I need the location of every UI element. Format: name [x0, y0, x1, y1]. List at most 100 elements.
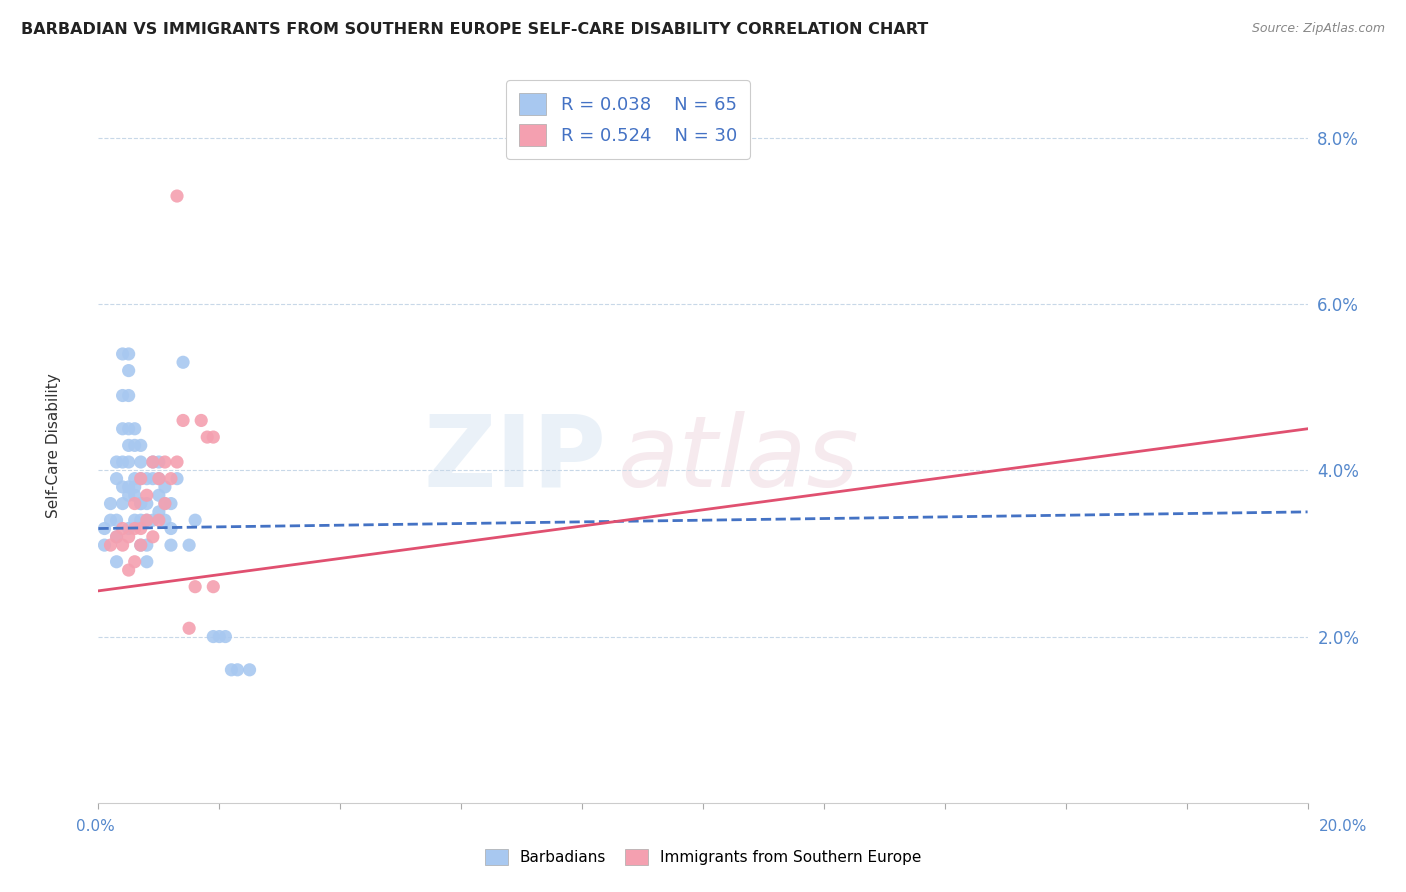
Point: [202, 430, 225, 444]
Point: [184, 580, 207, 594]
Point: [105, 530, 128, 544]
Point: [142, 472, 165, 486]
Point: [226, 663, 249, 677]
Point: [148, 472, 170, 486]
Point: [118, 363, 141, 377]
Point: [105, 455, 128, 469]
Point: [135, 513, 157, 527]
Point: [190, 413, 212, 427]
Point: [124, 521, 146, 535]
Point: [118, 347, 141, 361]
Point: [179, 621, 201, 635]
Point: [118, 422, 141, 436]
Point: [118, 563, 141, 577]
Point: [100, 513, 122, 527]
Point: [135, 555, 157, 569]
Point: [118, 488, 141, 502]
Text: ZIP: ZIP: [423, 410, 606, 508]
Point: [118, 455, 141, 469]
Point: [124, 497, 146, 511]
Point: [135, 513, 157, 527]
Point: [208, 630, 231, 644]
Point: [111, 480, 134, 494]
Text: Self-Care Disability: Self-Care Disability: [46, 374, 60, 518]
Point: [129, 521, 152, 535]
Point: [129, 513, 152, 527]
Point: [118, 530, 141, 544]
Point: [179, 538, 201, 552]
Point: [160, 472, 183, 486]
Point: [153, 497, 176, 511]
Point: [129, 472, 152, 486]
Point: [111, 388, 134, 402]
Point: [153, 480, 176, 494]
Text: 20.0%: 20.0%: [1319, 820, 1367, 834]
Legend: Barbadians, Immigrants from Southern Europe: Barbadians, Immigrants from Southern Eur…: [478, 843, 928, 871]
Point: [239, 663, 262, 677]
Point: [172, 413, 194, 427]
Point: [148, 455, 170, 469]
Point: [129, 497, 152, 511]
Point: [129, 538, 152, 552]
Point: [118, 480, 141, 494]
Point: [105, 513, 128, 527]
Legend: R = 0.038    N = 65, R = 0.524    N = 30: R = 0.038 N = 65, R = 0.524 N = 30: [506, 80, 749, 159]
Point: [124, 513, 146, 527]
Point: [148, 513, 170, 527]
Point: [202, 630, 225, 644]
Point: [111, 455, 134, 469]
Point: [111, 422, 134, 436]
Text: BARBADIAN VS IMMIGRANTS FROM SOUTHERN EUROPE SELF-CARE DISABILITY CORRELATION CH: BARBADIAN VS IMMIGRANTS FROM SOUTHERN EU…: [21, 22, 928, 37]
Point: [111, 521, 134, 535]
Point: [124, 422, 146, 436]
Point: [195, 430, 218, 444]
Point: [129, 438, 152, 452]
Point: [129, 455, 152, 469]
Point: [100, 497, 122, 511]
Point: [124, 480, 146, 494]
Point: [118, 521, 141, 535]
Point: [124, 555, 146, 569]
Point: [148, 505, 170, 519]
Point: [105, 472, 128, 486]
Point: [202, 580, 225, 594]
Point: [135, 497, 157, 511]
Point: [93, 521, 115, 535]
Point: [160, 538, 183, 552]
Point: [221, 663, 243, 677]
Point: [118, 438, 141, 452]
Point: [153, 497, 176, 511]
Point: [153, 513, 176, 527]
Point: [148, 488, 170, 502]
Point: [142, 455, 165, 469]
Point: [100, 538, 122, 552]
Point: [135, 488, 157, 502]
Point: [184, 513, 207, 527]
Point: [148, 472, 170, 486]
Text: atlas: atlas: [619, 410, 860, 508]
Point: [93, 538, 115, 552]
Text: 0.0%: 0.0%: [76, 820, 115, 834]
Point: [111, 347, 134, 361]
Point: [166, 472, 188, 486]
Point: [124, 438, 146, 452]
Point: [172, 355, 194, 369]
Point: [129, 497, 152, 511]
Point: [214, 630, 236, 644]
Point: [142, 513, 165, 527]
Point: [124, 472, 146, 486]
Point: [160, 521, 183, 535]
Point: [135, 472, 157, 486]
Point: [118, 388, 141, 402]
Point: [129, 538, 152, 552]
Point: [166, 189, 188, 203]
Point: [166, 455, 188, 469]
Point: [153, 455, 176, 469]
Point: [124, 488, 146, 502]
Point: [105, 555, 128, 569]
Text: Source: ZipAtlas.com: Source: ZipAtlas.com: [1251, 22, 1385, 36]
Point: [129, 472, 152, 486]
Point: [160, 497, 183, 511]
Point: [142, 530, 165, 544]
Point: [105, 530, 128, 544]
